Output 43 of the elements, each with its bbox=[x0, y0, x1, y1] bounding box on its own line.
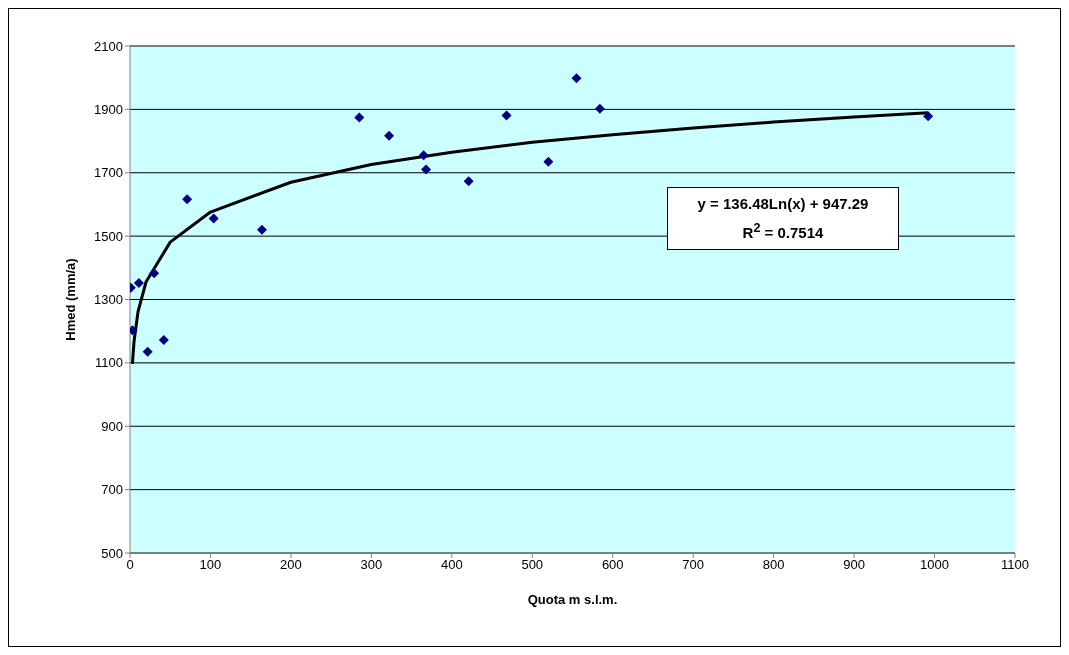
x-tick-label: 800 bbox=[762, 557, 785, 573]
x-tick-label: 500 bbox=[521, 557, 544, 573]
x-tick-label: 1100 bbox=[1001, 557, 1029, 573]
x-tick-label: 700 bbox=[682, 557, 705, 573]
point bbox=[923, 111, 934, 122]
point bbox=[182, 194, 193, 205]
annotation: y = 136.48Ln(x) + 947.29 bbox=[696, 194, 870, 214]
point bbox=[142, 346, 153, 357]
point bbox=[158, 335, 169, 346]
y-tick-label: 2100 bbox=[94, 38, 123, 54]
y-axis-title: Hmed (mm/a) bbox=[62, 258, 78, 341]
y-tick-label: 1700 bbox=[94, 165, 123, 181]
x-tick-label: 200 bbox=[280, 557, 302, 573]
x-tick-label: 100 bbox=[199, 557, 222, 573]
point bbox=[384, 130, 395, 141]
y-tick-label: 500 bbox=[101, 545, 123, 561]
point bbox=[571, 73, 582, 84]
equation-box: y = 136.48Ln(x) + 947.29 R$^{2}$ = 0.7514 bbox=[667, 187, 899, 250]
y-tick-label: 1100 bbox=[95, 355, 123, 371]
point bbox=[208, 213, 219, 224]
point bbox=[543, 156, 554, 167]
y-tick-label: 900 bbox=[101, 418, 123, 434]
point bbox=[418, 150, 429, 161]
x-tick-label: 300 bbox=[360, 557, 383, 573]
y-tick-label: 1900 bbox=[94, 101, 123, 117]
point bbox=[256, 224, 267, 235]
y-tick-label: 700 bbox=[101, 482, 123, 498]
point bbox=[354, 112, 365, 123]
x-tick-label: 400 bbox=[440, 557, 463, 573]
point bbox=[463, 176, 474, 187]
point bbox=[149, 268, 160, 279]
x-tick-label: 1000 bbox=[920, 557, 950, 573]
x-tick-label: 600 bbox=[601, 557, 624, 573]
x-tick-label: 0 bbox=[126, 557, 134, 573]
y-tick-label: 1300 bbox=[94, 292, 123, 308]
point bbox=[133, 278, 144, 289]
point bbox=[501, 110, 512, 121]
point bbox=[594, 103, 605, 114]
annotation: R$^{2}$ = 0.7514 bbox=[741, 220, 825, 243]
x-tick-label: 900 bbox=[843, 557, 865, 573]
y-tick-label: 1500 bbox=[94, 228, 123, 244]
x-axis-title: Quota m s.l.m. bbox=[527, 592, 618, 607]
point bbox=[421, 164, 432, 175]
